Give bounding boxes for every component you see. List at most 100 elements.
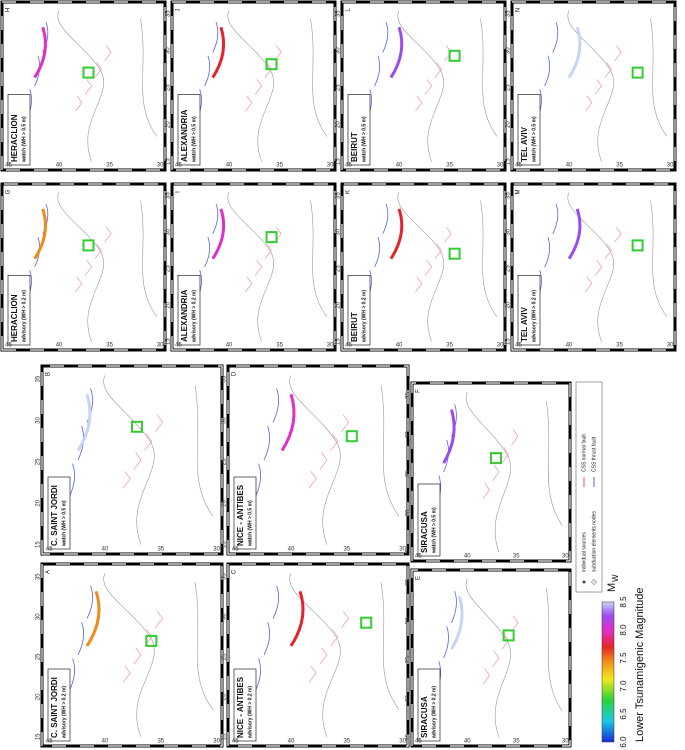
- lon-tick-label: 35: [157, 547, 164, 553]
- lat-tick-label: 35: [0, 192, 2, 199]
- coastline: [567, 10, 615, 162]
- panel-frame-dash: [411, 569, 571, 747]
- lat-tick-label: 25: [406, 470, 412, 477]
- panel-frame-dash: [227, 365, 409, 555]
- lat-tick-label: 25: [222, 458, 228, 465]
- lat-tick-label: 25: [166, 265, 172, 272]
- lat-tick-label: 35: [0, 10, 2, 17]
- lon-tick-label: 40: [288, 547, 295, 553]
- alert-level: watch (WH > 0.5 m): [247, 500, 253, 547]
- label-box: [517, 94, 541, 166]
- lon-tick-label: 40: [396, 343, 403, 349]
- colorbar-tick: 8.5: [619, 596, 628, 608]
- normal-fault: [604, 243, 612, 259]
- panel-letter: C: [232, 569, 238, 574]
- lon-tick-label: 40: [226, 163, 233, 169]
- normal-fault: [415, 95, 423, 112]
- lon-tick-label: 30: [399, 547, 406, 553]
- lat-tick-label: 15: [0, 338, 2, 345]
- normal-fault: [511, 615, 519, 632]
- thrust-fault: [212, 203, 219, 234]
- target-site: [490, 452, 502, 465]
- site-name: NICE - ANTIBES: [236, 484, 245, 546]
- target-site: [265, 231, 278, 244]
- lat-tick-label: 30: [222, 613, 228, 620]
- lon-tick-label: 45: [515, 343, 522, 349]
- lat-tick-label: 25: [0, 265, 2, 272]
- normal-fault: [274, 45, 282, 61]
- lat-tick-label: 30: [36, 613, 42, 620]
- lon-tick-label: 45: [5, 343, 12, 349]
- lon-tick-label: 40: [566, 343, 573, 349]
- lon-tick-label: 40: [226, 343, 233, 349]
- coastline: [57, 192, 105, 342]
- thrust-fault: [544, 55, 551, 87]
- normal-fault: [155, 611, 163, 628]
- thrust-fault: [544, 236, 551, 268]
- target-site: [448, 49, 461, 62]
- alert-level: watch (WH > 0.5 m): [61, 500, 67, 547]
- coastline: [480, 18, 498, 137]
- normal-fault: [604, 62, 612, 78]
- normal-fault: [434, 62, 442, 78]
- lat-tick-label: 30: [222, 417, 228, 424]
- lon-tick-label: 40: [288, 739, 295, 745]
- lat-tick-label: 30: [166, 228, 172, 235]
- normal-fault: [94, 243, 102, 259]
- lon-tick-label: 30: [213, 547, 220, 553]
- site-name: ALEXANDRIA: [180, 289, 189, 342]
- coastline: [546, 400, 563, 526]
- thrust-fault: [254, 463, 262, 498]
- lat-tick-label: 35: [406, 391, 412, 398]
- colorbar-unit: M: [606, 583, 618, 592]
- lat-tick-label: 15: [406, 548, 412, 555]
- normal-fault: [492, 650, 500, 667]
- normal-fault: [424, 260, 433, 276]
- legend-label: CSS normal fault: [581, 434, 587, 472]
- coastline: [194, 384, 214, 517]
- thrust-fault: [68, 658, 76, 692]
- lat-tick-label: 15: [506, 338, 512, 345]
- colorbar-unit-sub: W: [611, 574, 620, 582]
- lon-tick-label: 30: [497, 163, 504, 169]
- lon-tick-label: 45: [5, 163, 12, 169]
- lon-tick-label: 30: [327, 163, 334, 169]
- lat-tick-label: 25: [406, 656, 412, 663]
- lon-tick-label: 35: [513, 554, 520, 560]
- map-panel: BEIRUT advisory (WH > 0.2 m) K 15 20 25 30 35 45…: [336, 182, 507, 352]
- lon-tick-label: 45: [415, 739, 422, 745]
- lon-tick-label: 30: [497, 343, 504, 349]
- label-box: [7, 94, 31, 166]
- normal-fault: [122, 665, 131, 683]
- normal-fault: [482, 482, 490, 499]
- site-name: HERACLION: [10, 114, 19, 162]
- lat-tick-label: 15: [506, 158, 512, 165]
- panel-letter: D: [232, 371, 238, 376]
- tsunami-sources: [567, 26, 582, 79]
- colorbar: 6.0 6.5 7.0 7.5 8.0 8.5 Lower Tsunamigenic Mag…: [601, 574, 646, 748]
- panel-letter: N: [516, 8, 522, 12]
- lat-tick-label: 20: [36, 499, 42, 506]
- normal-fault: [75, 95, 83, 112]
- alert-level: watch (WH > 0.5 m): [361, 116, 367, 163]
- lon-tick-label: 45: [515, 163, 522, 169]
- normal-fault: [585, 95, 593, 112]
- thrust-fault: [86, 585, 94, 619]
- tsunami-sources: [289, 590, 305, 647]
- site-name: BEIRUT: [350, 312, 359, 342]
- lon-tick-label: 45: [175, 163, 182, 169]
- lat-tick-label: 35: [336, 192, 342, 199]
- label-box: [417, 668, 441, 742]
- panel-frame-dash: [1, 1, 166, 171]
- lat-tick-label: 25: [222, 653, 228, 660]
- thrust-fault: [382, 203, 389, 234]
- panel-letter: I: [176, 191, 182, 193]
- panel-frame-dash: [41, 365, 223, 555]
- label-box: [233, 668, 257, 742]
- thrust-fault: [204, 236, 211, 268]
- map-panel: BEIRUT watch (WH > 0.5 m) L 15 20 25 30 35 45 40 3…: [336, 0, 507, 172]
- lat-tick-label: 25: [506, 265, 512, 272]
- thrust-fault: [552, 22, 559, 53]
- lat-tick-label: 35: [166, 10, 172, 17]
- panel-letter: G: [6, 189, 12, 194]
